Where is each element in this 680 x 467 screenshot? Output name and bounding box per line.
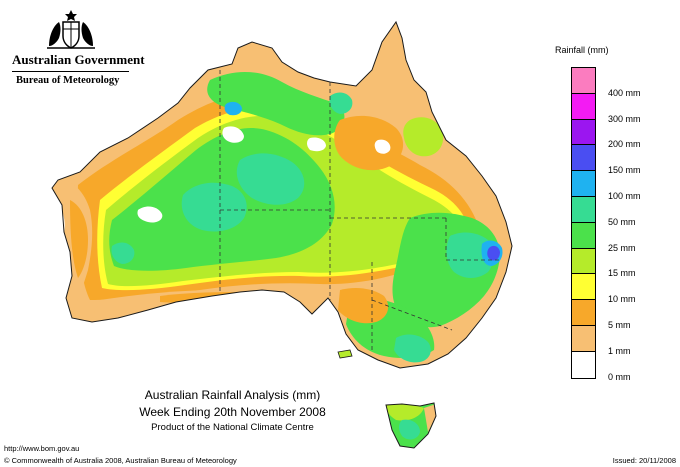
legend-label: 50 mm	[608, 216, 636, 227]
legend-swatch	[572, 119, 595, 146]
legend-label: 10 mm	[608, 294, 636, 305]
government-name: Australian Government	[12, 52, 145, 67]
legend-swatch	[572, 351, 595, 378]
map-credit: Product of the National Climate Centre	[151, 422, 314, 433]
legend-swatch	[572, 196, 595, 223]
legend-label: 0 mm	[608, 371, 631, 382]
legend-swatch	[572, 68, 595, 94]
legend-label: 200 mm	[608, 139, 641, 150]
legend-label: 300 mm	[608, 113, 641, 124]
map-period: Week Ending 20th November 2008	[139, 405, 326, 419]
legend-label: 100 mm	[608, 191, 641, 201]
legend-swatch	[572, 325, 595, 352]
legend-label: 25 mm	[608, 242, 636, 253]
legend-swatch	[572, 300, 595, 326]
legend-swatch	[572, 222, 595, 249]
legend-label: 5 mm	[608, 320, 631, 330]
legend-swatch	[572, 248, 595, 275]
legend-swatch	[572, 145, 595, 172]
footer-url-link[interactable]: http://www.bom.gov.au	[4, 444, 80, 453]
footer-copyright: © Commonwealth of Australia 2008, Austra…	[4, 456, 237, 465]
rainfall-legend	[571, 67, 596, 379]
logo-divider	[12, 71, 129, 72]
footer-issued-date: Issued: 20/11/2008	[612, 456, 676, 465]
legend-swatch	[572, 93, 595, 120]
legend-swatch	[572, 274, 595, 301]
map-title: Australian Rainfall Analysis (mm)	[144, 388, 321, 402]
coat-of-arms-icon	[46, 10, 95, 49]
legend-label: 1 mm	[608, 345, 631, 356]
government-logo: Australian Government Bureau of Meteorol…	[8, 8, 145, 86]
legend-label: 15 mm	[608, 268, 636, 279]
legend-swatch	[572, 171, 595, 197]
legend-title: Rainfall (mm)	[555, 45, 609, 55]
bureau-name: Bureau of Meteorology	[16, 75, 120, 86]
legend-label: 150 mm	[608, 165, 641, 176]
legend-label: 400 mm	[608, 87, 641, 98]
